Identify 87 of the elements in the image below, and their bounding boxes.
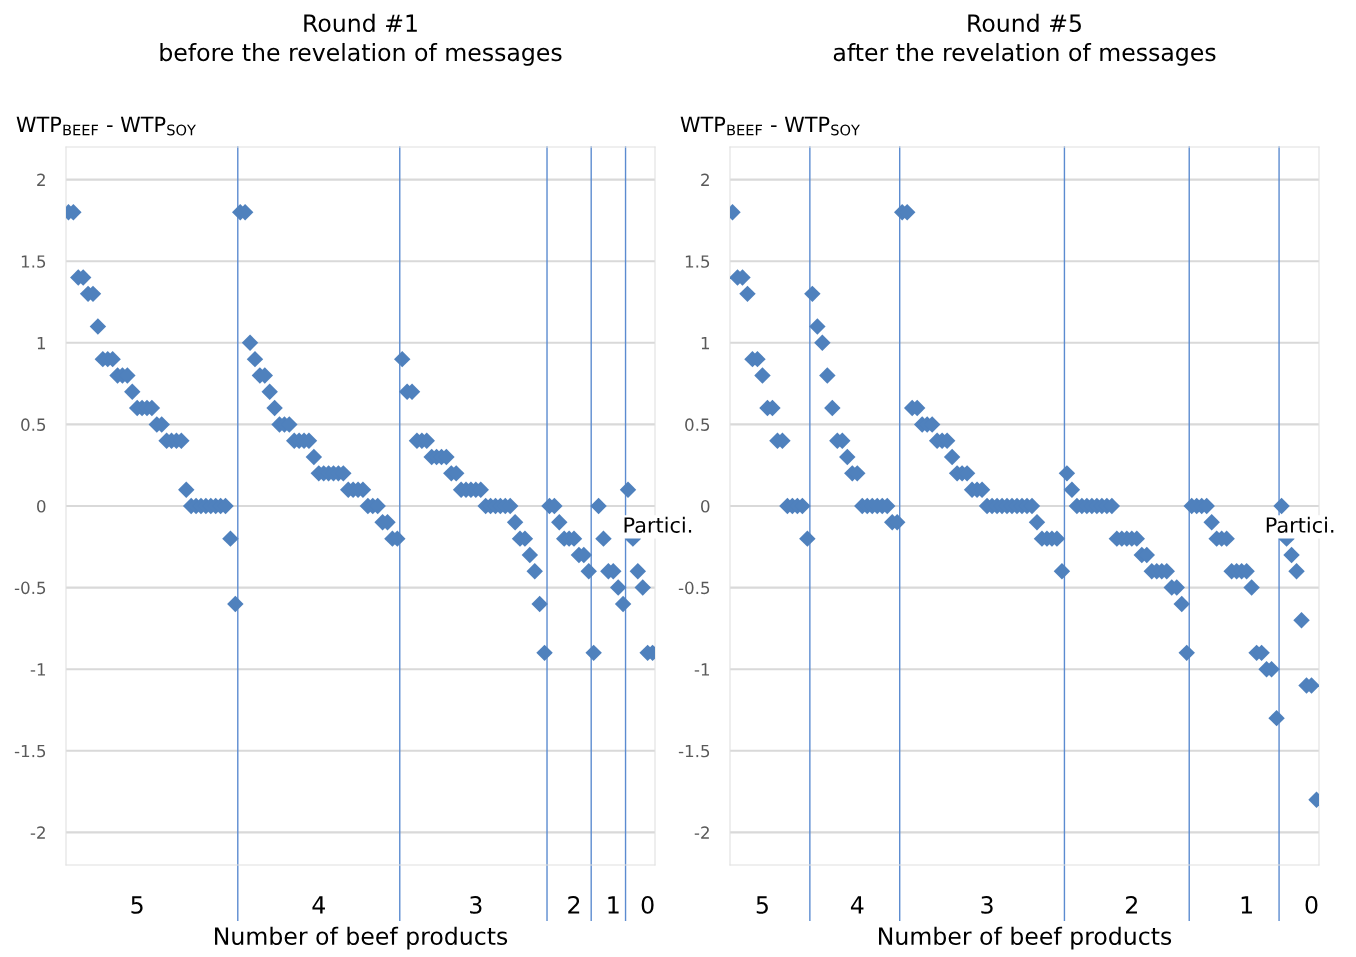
point xyxy=(629,563,647,580)
point xyxy=(124,383,141,400)
y-tick-label: -1.5 xyxy=(678,744,710,758)
point xyxy=(222,530,239,547)
annotation: Partici. xyxy=(624,516,692,533)
y-tick-label: 1 xyxy=(37,337,46,350)
y-tick-label: 1.5 xyxy=(685,255,710,268)
point xyxy=(1273,497,1290,515)
x-tick-label: 2 xyxy=(1126,895,1137,914)
x-tick-label: 1 xyxy=(1241,896,1252,914)
point xyxy=(580,563,597,580)
point xyxy=(1058,465,1076,482)
point xyxy=(614,595,632,613)
point xyxy=(943,448,961,466)
x-tick-label: 4 xyxy=(850,896,864,914)
chart-title: Round #5 after the revelation of messages xyxy=(833,13,1216,66)
point xyxy=(839,448,856,466)
point xyxy=(521,546,539,564)
y-axis-title: WTP$_{BEEF}$ - WTP$_{SOY}$ xyxy=(16,116,196,136)
y-tick-label: -1 xyxy=(30,663,46,676)
y-tick-label: -0.5 xyxy=(678,581,710,595)
point xyxy=(551,514,568,531)
point xyxy=(634,579,651,596)
chart-title: Round #1 before the revelation of messages xyxy=(160,13,562,66)
point xyxy=(804,285,821,303)
x-tick-label: 1 xyxy=(608,896,619,914)
y-tick-label: -2 xyxy=(694,826,709,839)
y-tick-label: 0.5 xyxy=(685,418,710,431)
x-tick-label: 5 xyxy=(131,896,143,914)
point xyxy=(536,644,553,662)
point xyxy=(531,595,548,613)
point xyxy=(261,383,278,400)
y-tick-label: 0.5 xyxy=(21,418,46,431)
point xyxy=(609,579,627,596)
point xyxy=(824,399,841,417)
x-axis-title: Number of beef products xyxy=(879,926,1172,950)
y-tick-label: 1.5 xyxy=(21,255,46,268)
point xyxy=(178,481,195,498)
point xyxy=(819,367,836,384)
point xyxy=(739,285,756,303)
x-tick-label: 5 xyxy=(756,896,768,914)
x-tick-label: 3 xyxy=(981,895,993,914)
point xyxy=(585,644,602,662)
y-tick-label: 0 xyxy=(701,499,710,513)
y-axis-title: WTP$_{BEEF}$ - WTP$_{SOY}$ xyxy=(680,116,860,136)
annotation: Partici. xyxy=(1266,516,1334,533)
point xyxy=(526,563,543,580)
point xyxy=(1268,709,1285,727)
point xyxy=(1293,612,1310,629)
y-tick-label: 1 xyxy=(701,337,710,350)
point xyxy=(506,514,524,531)
y-tick-label: 2 xyxy=(37,173,45,186)
x-tick-label: 0 xyxy=(1305,895,1318,914)
point xyxy=(305,448,323,466)
point xyxy=(241,334,259,352)
point xyxy=(1243,579,1260,596)
point xyxy=(1173,595,1190,613)
point xyxy=(89,318,107,335)
y-tick-label: 2 xyxy=(701,173,709,186)
point xyxy=(814,334,831,352)
point xyxy=(595,530,612,547)
x-tick-label: 3 xyxy=(470,895,482,914)
y-tick-label: -1.5 xyxy=(14,744,46,758)
point xyxy=(1288,563,1305,580)
x-tick-label: 4 xyxy=(312,896,325,914)
point xyxy=(266,399,283,417)
point xyxy=(1283,546,1300,564)
x-tick-label: 0 xyxy=(641,895,654,914)
point xyxy=(227,595,244,613)
point xyxy=(1178,644,1195,662)
point xyxy=(1028,514,1046,531)
x-tick-label: 2 xyxy=(568,895,580,914)
point xyxy=(619,481,637,498)
y-tick-label: 0 xyxy=(37,499,46,513)
y-tick-label: -0.5 xyxy=(14,581,46,595)
point xyxy=(590,497,607,515)
point xyxy=(1063,481,1081,498)
x-axis-title: Number of beef products xyxy=(215,926,508,950)
point xyxy=(799,530,816,547)
point xyxy=(809,318,826,335)
point xyxy=(394,350,411,368)
y-tick-label: -2 xyxy=(30,826,45,839)
point xyxy=(1053,563,1071,580)
point xyxy=(754,367,771,384)
point xyxy=(1203,514,1220,531)
y-tick-label: -1 xyxy=(694,663,710,676)
point xyxy=(246,350,264,368)
